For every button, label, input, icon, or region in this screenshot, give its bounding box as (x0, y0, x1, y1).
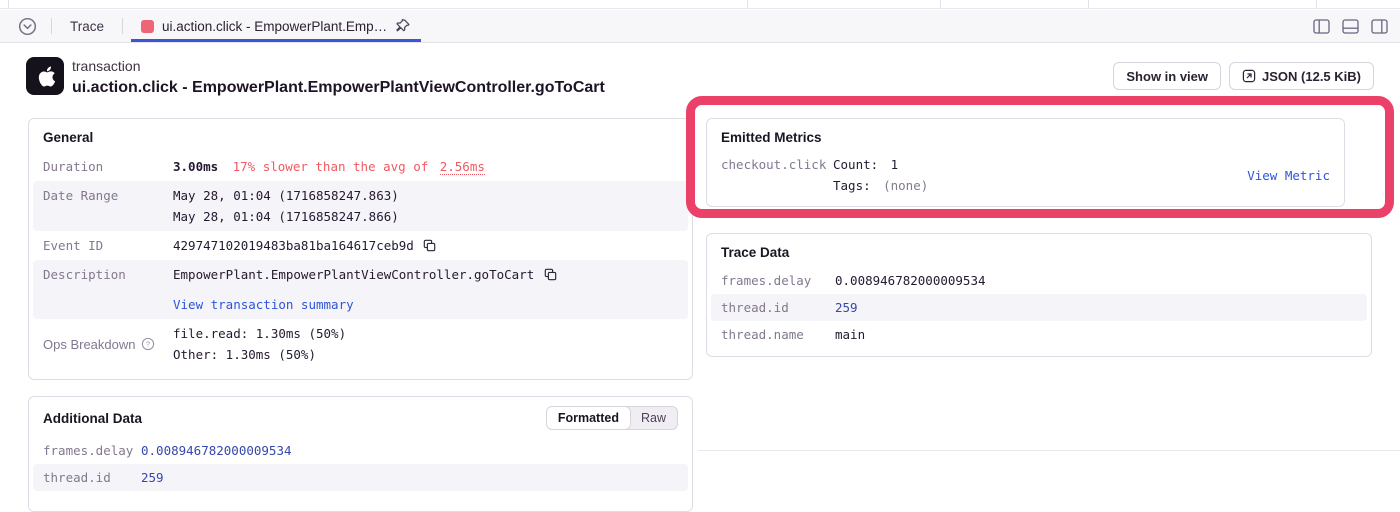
general-row-date-range: Date Range May 28, 01:04 (1716858247.863… (33, 181, 688, 231)
raw-toggle-button[interactable]: Raw (630, 407, 677, 429)
copy-description-button[interactable] (544, 268, 557, 281)
tab-divider (122, 18, 124, 34)
drawer-tab-bar: Trace ui.action.click - EmpowerPlant.Emp… (0, 10, 1400, 43)
trace-row-thread-id: thread.id 259 (711, 294, 1367, 321)
json-button-label: JSON (12.5 KiB) (1262, 68, 1361, 84)
svg-text:?: ? (145, 340, 149, 349)
copy-icon (424, 239, 436, 252)
row-key: frames.delay (721, 273, 812, 288)
metric-tags-value: (none) (883, 178, 929, 193)
general-row-ops-breakdown: Ops Breakdown ? file.read: 1.30ms (50%) … (33, 319, 688, 369)
dock-left-button[interactable] (1313, 18, 1330, 34)
show-in-view-button[interactable]: Show in view (1113, 62, 1222, 90)
copy-event-id-button[interactable] (423, 239, 436, 252)
event-id-label: Event ID (43, 238, 104, 253)
pin-icon[interactable] (395, 18, 411, 34)
apple-icon (38, 66, 55, 87)
drawer-bottom-edge (698, 450, 1400, 451)
tab-trace-label: Trace (70, 18, 105, 34)
general-heading: General (43, 130, 94, 145)
background-divider (747, 0, 748, 9)
panel-right-icon (1371, 18, 1388, 34)
row-key: thread.name (721, 327, 804, 342)
emitted-metrics-heading: Emitted Metrics (721, 130, 822, 145)
background-divider (940, 0, 941, 9)
view-metric-link[interactable]: View Metric (1247, 167, 1330, 183)
apple-platform-badge (26, 57, 64, 95)
general-section: General Duration 3.00ms 17% slower than … (28, 118, 693, 380)
show-in-view-label: Show in view (1126, 68, 1209, 84)
row-value: 0.008946782000009534 (141, 443, 292, 458)
panel-bottom-icon (1342, 18, 1359, 34)
help-icon[interactable]: ? (141, 337, 155, 351)
description-label: Description (43, 267, 126, 282)
event-type-label: transaction (72, 58, 141, 74)
date-range-start: May 28, 01:04 (1716858247.863) (173, 188, 399, 203)
formatted-toggle-button[interactable]: Formatted (546, 407, 631, 429)
copy-icon (544, 268, 556, 281)
formatted-raw-toggle: Formatted Raw (545, 406, 678, 430)
additional-row-thread-id: thread.id 259 (33, 464, 688, 491)
dock-bottom-button[interactable] (1342, 18, 1359, 34)
general-row-duration: Duration 3.00ms 17% slower than the avg … (33, 152, 688, 181)
row-key: thread.id (721, 300, 789, 315)
date-range-label: Date Range (43, 188, 119, 203)
metric-count-value: 1 (890, 157, 899, 172)
date-range-end: May 28, 01:04 (1716858247.866) (173, 209, 399, 224)
chevron-down-circle-icon (18, 17, 37, 35)
tab-divider (51, 18, 52, 34)
trace-data-section: Trace Data frames.delay 0.00894678200000… (706, 233, 1372, 357)
background-divider (1316, 0, 1317, 9)
trace-row-frames-delay: frames.delay 0.008946782000009534 (711, 267, 1367, 294)
background-divider (8, 0, 9, 9)
view-transaction-summary-link[interactable]: View transaction summary (173, 297, 354, 312)
tab-trace[interactable]: Trace (60, 10, 114, 42)
additional-row-frames-delay: frames.delay 0.008946782000009534 (33, 437, 688, 464)
row-value: main (835, 327, 866, 342)
emitted-metric-row: checkout.click Count: 1 Tags: (none) Vie… (711, 152, 1340, 198)
row-key: frames.delay (43, 443, 134, 458)
tab-transaction-active[interactable]: ui.action.click - EmpowerPlant.Emp… (131, 10, 422, 42)
metric-name: checkout.click (721, 157, 827, 172)
event-title: ui.action.click - EmpowerPlant.EmpowerPl… (72, 79, 605, 96)
ops-breakdown-other: Other: 1.30ms (50%) (173, 347, 316, 362)
collapse-drawer-button[interactable] (12, 10, 43, 42)
emitted-metrics-section: Emitted Metrics checkout.click Count: 1 … (706, 118, 1345, 207)
description-value: EmpowerPlant.EmpowerPlantViewController.… (173, 267, 535, 282)
trace-data-heading: Trace Data (721, 245, 790, 260)
panel-left-icon (1313, 18, 1330, 34)
dock-right-button[interactable] (1371, 18, 1388, 34)
event-id-value: 429747102019483ba81ba164617ceb9d (173, 238, 414, 253)
metric-count-label: Count: (833, 157, 879, 172)
duration-comparison-note: 17% slower than the avg of (232, 159, 429, 174)
external-link-icon (1242, 69, 1256, 83)
background-divider (1088, 0, 1089, 9)
json-download-button[interactable]: JSON (12.5 KiB) (1229, 62, 1374, 90)
duration-label: Duration (43, 159, 104, 174)
additional-data-section: Additional Data Formatted Raw frames.del… (28, 396, 693, 512)
duration-value: 3.00ms (173, 159, 219, 174)
ops-breakdown-file-read: file.read: 1.30ms (50%) (173, 326, 347, 341)
tab-transaction-label: ui.action.click - EmpowerPlant.Emp… (162, 18, 388, 34)
duration-average-value[interactable]: 2.56ms (439, 159, 485, 175)
row-value: 0.008946782000009534 (835, 273, 986, 288)
transaction-color-swatch (141, 19, 155, 33)
row-key: thread.id (43, 470, 111, 485)
general-row-event-id: Event ID 429747102019483ba81ba164617ceb9… (33, 231, 688, 260)
additional-data-heading: Additional Data (43, 410, 143, 426)
row-value: 259 (835, 300, 858, 315)
trace-row-thread-name: thread.name main (711, 321, 1367, 348)
ops-breakdown-label: Ops Breakdown (43, 336, 136, 352)
background-page-edge (0, 0, 1400, 9)
metric-tags-label: Tags: (833, 178, 871, 193)
row-value: 259 (141, 470, 164, 485)
general-row-description: Description EmpowerPlant.EmpowerPlantVie… (33, 260, 688, 319)
event-header: transaction ui.action.click - EmpowerPla… (26, 57, 1374, 99)
